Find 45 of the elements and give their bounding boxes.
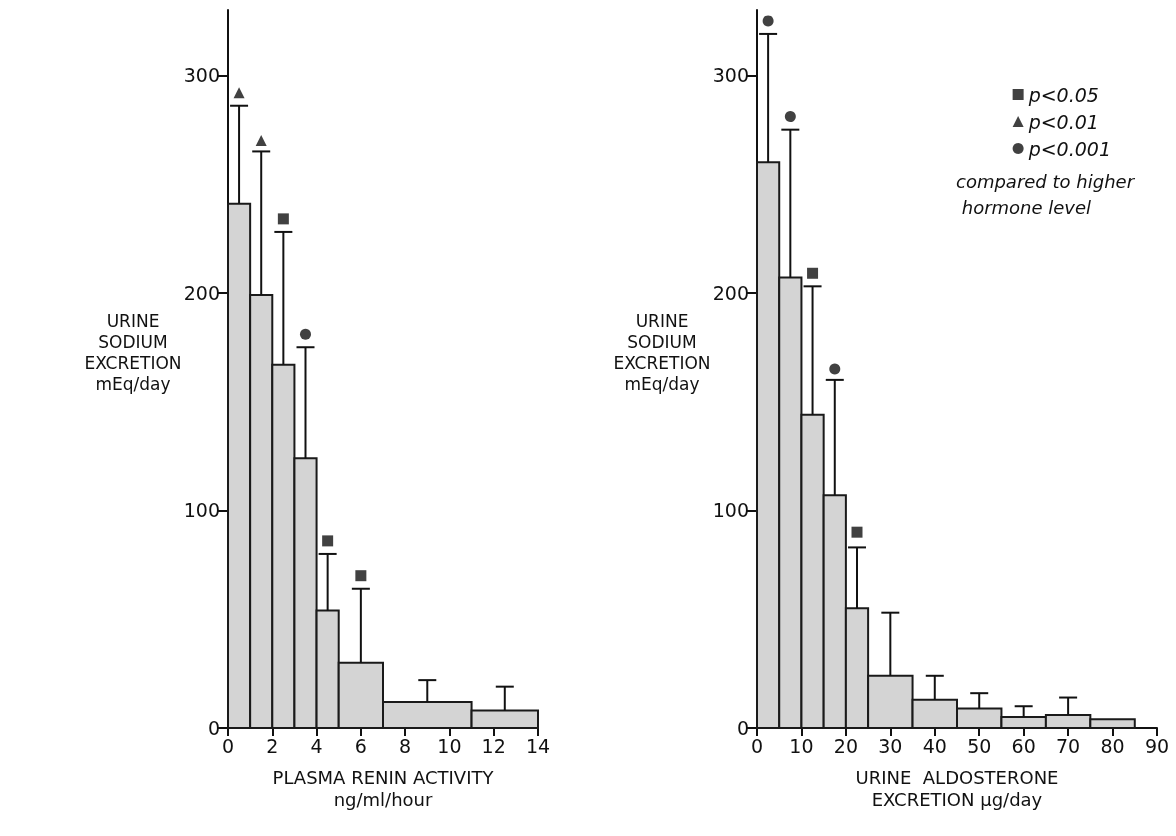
x-tick-label: 0 xyxy=(750,734,764,757)
x-tick-label: 12 xyxy=(481,734,506,757)
legend-label: p<0.01 xyxy=(1027,110,1099,133)
x-tick-label: 80 xyxy=(1100,734,1125,757)
point xyxy=(784,111,796,123)
x-tick-label: 30 xyxy=(878,734,903,757)
point xyxy=(277,213,289,225)
x-tick-label: 8 xyxy=(399,734,412,757)
y-tick-label: 100 xyxy=(183,499,220,522)
point xyxy=(762,15,774,27)
y-tick-label: 0 xyxy=(736,717,749,739)
y-tick-label: 200 xyxy=(183,281,220,304)
x-tick-label: 70 xyxy=(1056,734,1081,757)
x-tick-label: 2 xyxy=(266,734,279,757)
point xyxy=(255,135,267,147)
x-axis-title: URINE ALDOSTERONE EXCRETION μg/day xyxy=(855,766,1059,810)
legend-label: p<0.001 xyxy=(1027,137,1111,160)
x-tick-label: 4 xyxy=(310,734,323,757)
annotation: compared to higher hormone level xyxy=(956,170,1136,218)
x-tick-label: 40 xyxy=(922,734,947,757)
y-tick-label: 100 xyxy=(712,499,749,522)
point xyxy=(851,526,863,538)
x-tick-label: 50 xyxy=(967,734,992,757)
point xyxy=(355,570,367,582)
y-tick-label: 0 xyxy=(207,717,220,739)
y-tick-label: 300 xyxy=(712,64,749,87)
point xyxy=(807,267,819,279)
x-tick-label: 20 xyxy=(833,734,858,757)
x-tick-label: 90 xyxy=(1144,734,1170,757)
y-axis-title: URINE SODIUM EXCRETION mEq/day xyxy=(84,310,182,394)
x-tick-label: 10 xyxy=(437,734,462,757)
y-tick-label: 200 xyxy=(712,281,749,304)
x-tick-label: 14 xyxy=(525,734,551,757)
x-tick-label: 6 xyxy=(354,734,367,757)
x-tick-label: 0 xyxy=(221,734,235,757)
point xyxy=(300,328,311,340)
y-tick-label: 300 xyxy=(183,64,220,87)
x-tick-label: 60 xyxy=(1011,734,1036,757)
point xyxy=(322,535,334,547)
y-axis-title: URINE SODIUM EXCRETION mEq/day xyxy=(613,310,711,394)
point xyxy=(233,87,245,99)
x-axis-title: PLASMA RENIN ACTIVITY ng/ml/hour xyxy=(272,766,495,810)
x-tick-label: 10 xyxy=(789,734,814,757)
point xyxy=(829,363,841,375)
legend-label: p<0.05 xyxy=(1027,83,1099,106)
